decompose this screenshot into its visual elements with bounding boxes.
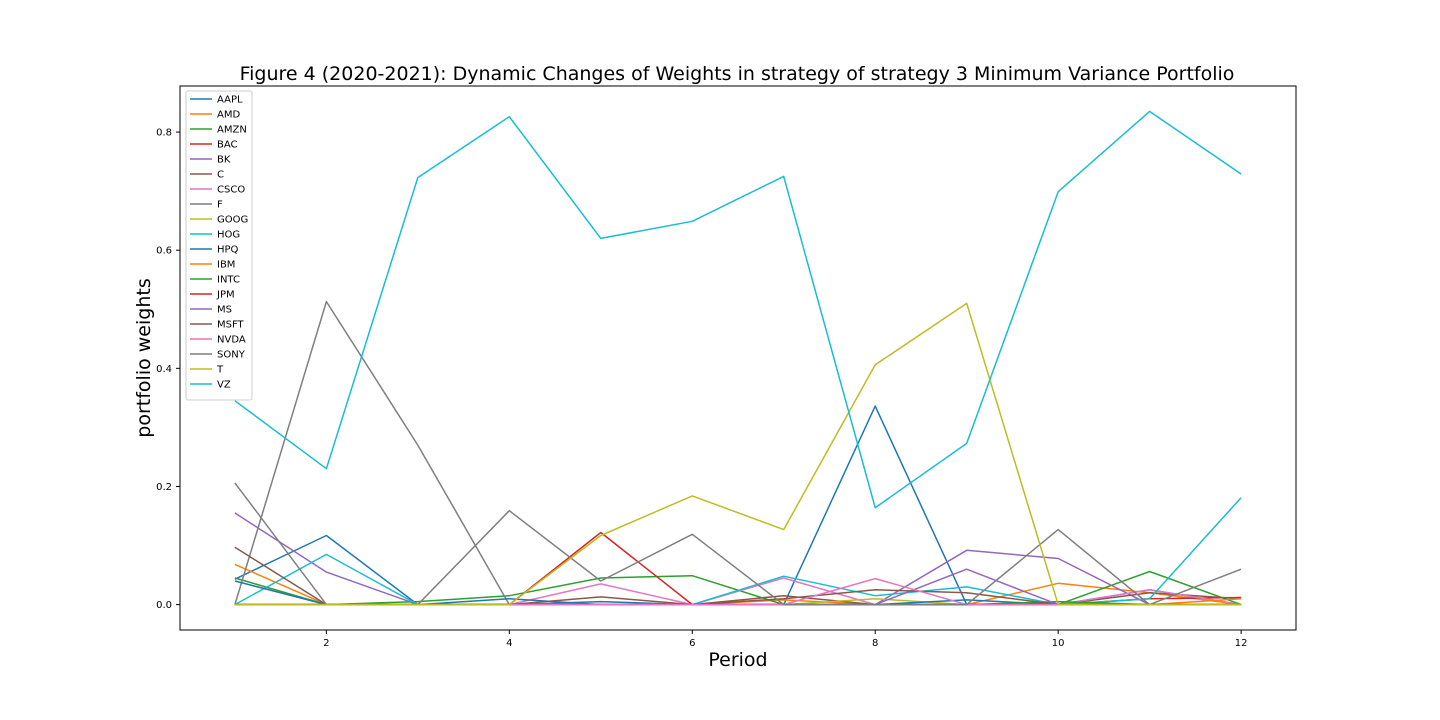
legend-label-bac: BAC bbox=[217, 140, 238, 151]
legend-label-sony: SONY bbox=[217, 350, 246, 361]
legend-label-jpm: JPM bbox=[216, 290, 235, 301]
legend-label-c: C bbox=[217, 170, 224, 181]
legend-label-goog: GOOG bbox=[217, 215, 248, 226]
legend-label-hpq: HPQ bbox=[217, 245, 239, 256]
x-tick-label: 8 bbox=[872, 638, 878, 649]
series-line-amd bbox=[234, 563, 1242, 606]
y-tick-label: 0.8 bbox=[156, 128, 172, 139]
series-line-f bbox=[234, 300, 1242, 606]
legend-label-bk: BK bbox=[217, 155, 231, 166]
legend-label-hog: HOG bbox=[217, 230, 240, 241]
x-tick-label: 10 bbox=[1052, 638, 1065, 649]
y-axis-label: portfolio weights bbox=[133, 278, 155, 437]
legend-label-intc: INTC bbox=[217, 275, 240, 286]
series-line-vz bbox=[234, 110, 1242, 509]
legend-label-ms: MS bbox=[217, 305, 232, 316]
legend-label-vz: VZ bbox=[217, 380, 231, 391]
legend-label-msft: MSFT bbox=[217, 320, 245, 331]
legend-label-amd: AMD bbox=[217, 110, 240, 121]
y-tick-label: 0.0 bbox=[156, 600, 172, 611]
x-tick-label: 4 bbox=[506, 638, 512, 649]
legend: AAPL AMD AMZN BAC BK C CSCO F GOOG HOG HPQ IBM INTC J… bbox=[185, 90, 253, 401]
series-line-hog bbox=[234, 497, 1242, 606]
x-tick-label: 6 bbox=[689, 638, 695, 649]
plot-lines bbox=[234, 110, 1242, 606]
legend-label-ibm: IBM bbox=[217, 260, 235, 271]
y-tick-label: 0.6 bbox=[156, 246, 172, 257]
legend-box bbox=[185, 90, 253, 401]
legend-label-csco: CSCO bbox=[217, 185, 245, 196]
legend-label-amzn: AMZN bbox=[217, 125, 247, 136]
series-line-t bbox=[234, 302, 1242, 606]
x-axis: 2 4 6 8 10 12 bbox=[323, 630, 1247, 649]
x-tick-label: 2 bbox=[323, 638, 329, 649]
legend-label-f: F bbox=[217, 200, 223, 211]
legend-label-nvda: NVDA bbox=[217, 335, 246, 346]
y-tick-label: 0.2 bbox=[156, 482, 172, 493]
legend-label-t: T bbox=[216, 365, 224, 376]
y-tick-label: 0.4 bbox=[156, 364, 172, 375]
x-axis-label: Period bbox=[708, 649, 767, 671]
y-axis: 0.0 0.2 0.4 0.6 0.8 bbox=[156, 128, 180, 611]
chart-title: Figure 4 (2020-2021): Dynamic Changes of… bbox=[240, 63, 1235, 85]
x-tick-label: 12 bbox=[1235, 638, 1248, 649]
plot-frame bbox=[179, 85, 1297, 631]
legend-label-aapl: AAPL bbox=[217, 95, 243, 106]
